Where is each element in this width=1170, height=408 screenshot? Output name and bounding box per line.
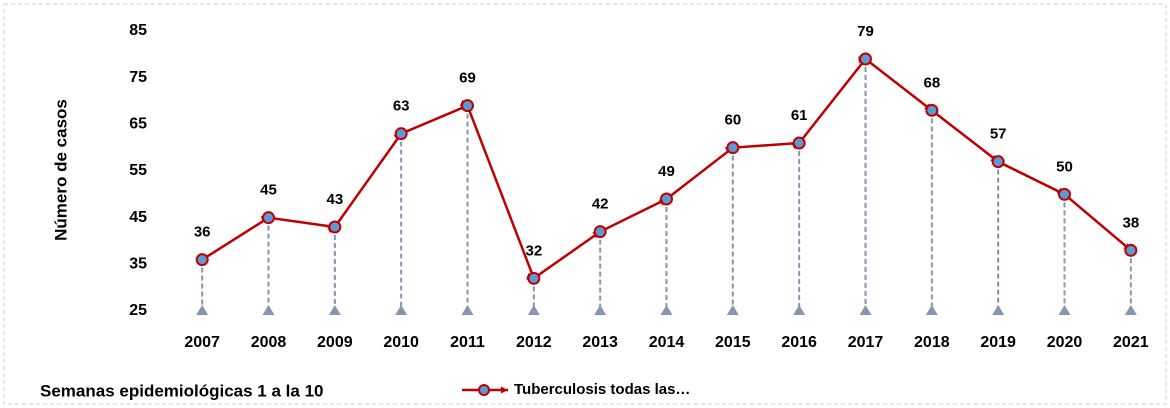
x-tick-label: 2014 <box>649 334 685 351</box>
point <box>859 52 872 66</box>
drop-triangle <box>262 305 275 315</box>
point <box>593 225 607 239</box>
x-tick-label: 2016 <box>781 334 817 351</box>
point <box>660 192 673 206</box>
x-tick-label: 2008 <box>251 334 287 351</box>
data-label: 36 <box>194 224 211 241</box>
drop-triangle <box>461 305 474 315</box>
x-tick-label: 2010 <box>383 334 419 351</box>
point <box>1058 187 1071 201</box>
data-label: 61 <box>791 107 808 124</box>
drop-triangle <box>859 305 872 315</box>
x-tick-label: 2013 <box>582 334 618 351</box>
drop-triangle <box>594 305 607 315</box>
data-label: 32 <box>525 242 542 259</box>
data-label: 57 <box>990 126 1007 143</box>
annotation: Semanas epidemiológicas 1 a la 10 <box>40 381 323 400</box>
drop-triangle <box>1124 305 1137 315</box>
legend-label: Tuberculosis todas las… <box>514 381 690 398</box>
point <box>461 99 474 113</box>
point <box>726 141 740 155</box>
drop-triangle <box>793 305 806 315</box>
data-label: 45 <box>260 182 277 199</box>
drop-triangle <box>527 305 540 315</box>
data-label: 79 <box>857 23 874 40</box>
point <box>195 253 209 267</box>
x-tick-label: 2009 <box>317 334 353 351</box>
drop-triangle <box>328 305 341 315</box>
point <box>394 127 408 141</box>
chart-border <box>3 3 1167 405</box>
y-tick-label: 75 <box>129 69 147 86</box>
x-tick-label: 2011 <box>450 334 485 351</box>
x-tick-label: 2007 <box>184 334 220 351</box>
point <box>925 103 939 117</box>
point <box>328 220 342 234</box>
drop-triangle <box>1058 305 1071 315</box>
drop-triangle <box>660 305 673 315</box>
point <box>1124 243 1138 257</box>
data-label: 69 <box>459 70 476 87</box>
x-tick-label: 2012 <box>516 334 552 351</box>
data-label: 42 <box>592 196 609 213</box>
legend-marker <box>478 384 490 396</box>
data-label: 43 <box>326 191 343 208</box>
y-tick-label: 25 <box>129 302 147 319</box>
y-tick-label: 35 <box>129 256 147 273</box>
y-tick-label: 55 <box>129 162 147 179</box>
data-label: 50 <box>1056 158 1073 175</box>
drop-triangle <box>395 305 408 315</box>
x-tick-label: 2017 <box>848 334 884 351</box>
point <box>527 271 541 285</box>
data-label: 38 <box>1122 214 1139 231</box>
x-tick-label: 2015 <box>715 334 751 351</box>
x-tick-label: 2019 <box>980 334 1016 351</box>
point <box>991 155 1005 169</box>
point <box>792 136 806 150</box>
x-tick-label: 2018 <box>914 334 950 351</box>
y-tick-label: 85 <box>129 22 147 39</box>
y-tick-label: 45 <box>129 209 147 226</box>
point <box>262 211 275 225</box>
data-label: 60 <box>724 112 741 129</box>
x-tick-label: 2020 <box>1047 334 1083 351</box>
drop-triangle <box>992 305 1005 315</box>
data-label: 49 <box>658 163 675 180</box>
data-label: 68 <box>923 74 940 91</box>
y-tick-label: 65 <box>129 116 147 133</box>
drop-triangle <box>925 305 938 315</box>
y-axis-label: Número de casos <box>51 99 70 241</box>
x-tick-label: 2021 <box>1113 334 1149 351</box>
data-label: 63 <box>393 98 410 115</box>
drop-triangle <box>726 305 739 315</box>
drop-triangle <box>196 305 209 315</box>
